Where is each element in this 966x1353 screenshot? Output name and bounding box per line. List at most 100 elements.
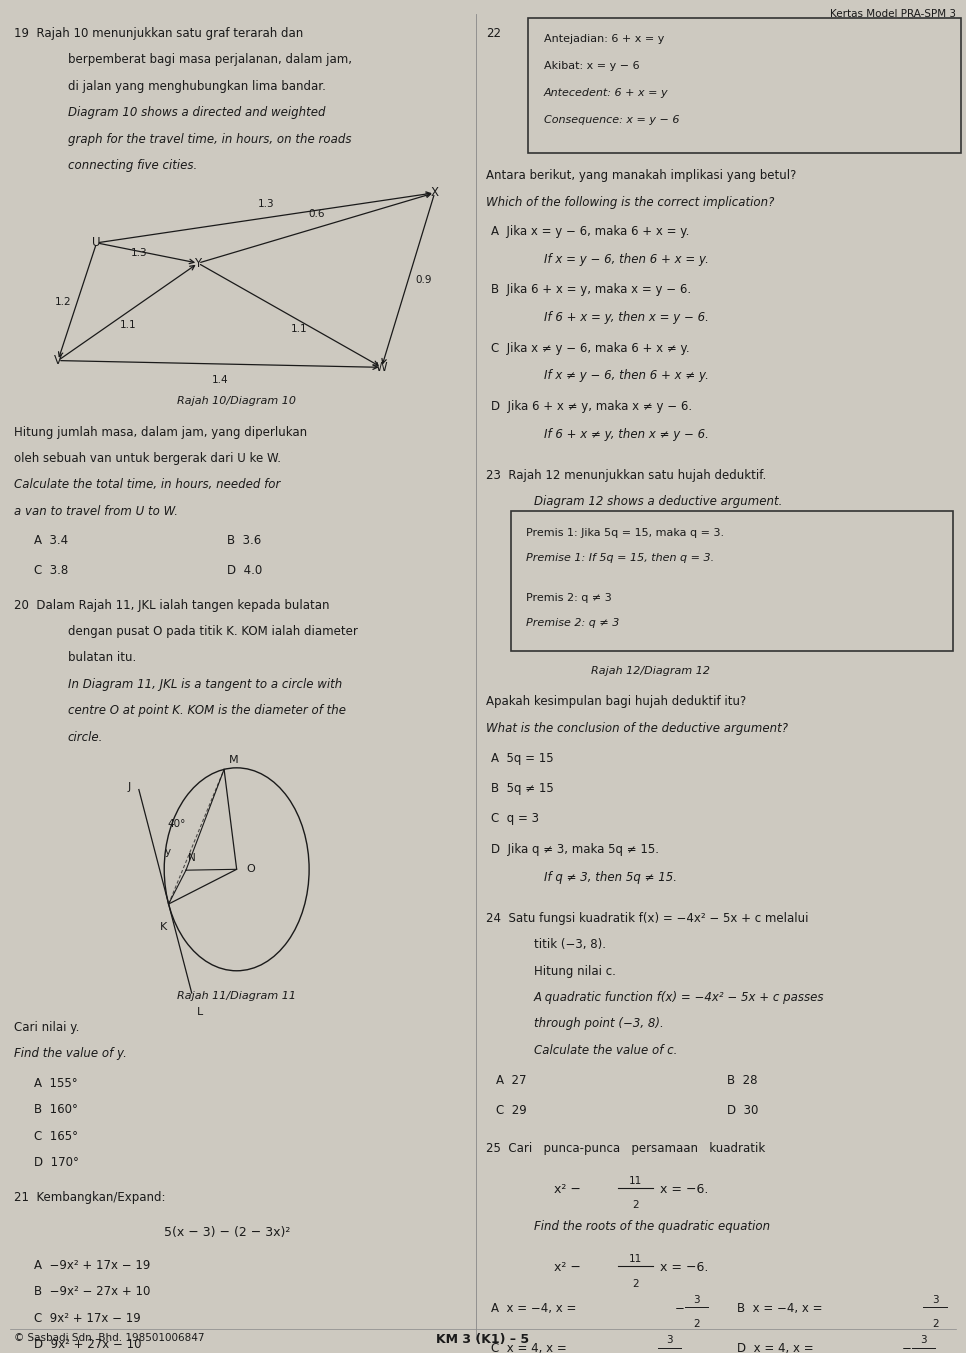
Text: J: J (128, 782, 131, 792)
Text: Calculate the value of c.: Calculate the value of c. (534, 1043, 677, 1057)
Text: 2: 2 (633, 1200, 639, 1210)
Text: 23  Rajah 12 menunjukkan satu hujah deduktif.: 23 Rajah 12 menunjukkan satu hujah deduk… (486, 468, 766, 482)
Text: U: U (93, 237, 100, 249)
Text: x² −: x² − (554, 1183, 581, 1196)
Text: 11: 11 (629, 1176, 642, 1185)
Text: D  x = 4, x =: D x = 4, x = (737, 1342, 813, 1353)
Text: Premise 2: q ≠ 3: Premise 2: q ≠ 3 (526, 618, 620, 628)
Text: bulatan itu.: bulatan itu. (68, 651, 136, 664)
Text: Rajah 10/Diagram 10: Rajah 10/Diagram 10 (177, 395, 297, 406)
Text: x = −6.: x = −6. (660, 1183, 708, 1196)
Text: titik (−3, 8).: titik (−3, 8). (534, 938, 606, 951)
Text: C  q = 3: C q = 3 (491, 812, 539, 825)
Text: C  29: C 29 (496, 1104, 526, 1118)
Text: C  x = 4, x =: C x = 4, x = (491, 1342, 566, 1353)
Text: 19  Rajah 10 menunjukkan satu graf terarah dan: 19 Rajah 10 menunjukkan satu graf terara… (14, 27, 303, 41)
Text: D  Jika q ≠ 3, maka 5q ≠ 15.: D Jika q ≠ 3, maka 5q ≠ 15. (491, 843, 659, 856)
Text: What is the conclusion of the deductive argument?: What is the conclusion of the deductive … (486, 721, 788, 735)
Text: If q ≠ 3, then 5q ≠ 15.: If q ≠ 3, then 5q ≠ 15. (544, 870, 677, 884)
Text: B  3.6: B 3.6 (227, 534, 261, 548)
Text: dengan pusat O pada titik K. KOM ialah diameter: dengan pusat O pada titik K. KOM ialah d… (68, 625, 357, 639)
Text: O: O (246, 865, 255, 874)
Text: 3: 3 (694, 1295, 699, 1304)
Text: 25  Cari   punca-punca   persamaan   kuadratik: 25 Cari punca-punca persamaan kuadratik (486, 1142, 765, 1155)
Text: 22: 22 (486, 27, 501, 41)
Text: Calculate the total time, in hours, needed for: Calculate the total time, in hours, need… (14, 478, 281, 491)
Text: Kertas Model PRA-SPM 3: Kertas Model PRA-SPM 3 (831, 9, 956, 19)
Text: through point (−3, 8).: through point (−3, 8). (534, 1017, 664, 1031)
Text: x² −: x² − (554, 1261, 581, 1275)
Text: Diagram 10 shows a directed and weighted: Diagram 10 shows a directed and weighted (68, 106, 326, 119)
Text: Premis 1: Jika 5q = 15, maka q = 3.: Premis 1: Jika 5q = 15, maka q = 3. (526, 528, 724, 537)
Text: 24  Satu fungsi kuadratik f(x) = −4x² − 5x + c melalui: 24 Satu fungsi kuadratik f(x) = −4x² − 5… (486, 912, 809, 925)
Text: D  Jika 6 + x ≠ y, maka x ≠ y − 6.: D Jika 6 + x ≠ y, maka x ≠ y − 6. (491, 399, 692, 413)
Text: Hitung jumlah masa, dalam jam, yang diperlukan: Hitung jumlah masa, dalam jam, yang dipe… (14, 425, 307, 438)
Text: B  160°: B 160° (34, 1103, 77, 1116)
Text: graph for the travel time, in hours, on the roads: graph for the travel time, in hours, on … (68, 133, 351, 146)
Text: D  4.0: D 4.0 (227, 563, 262, 576)
Text: 0.9: 0.9 (415, 275, 432, 285)
Text: B  −9x² − 27x + 10: B −9x² − 27x + 10 (34, 1285, 150, 1299)
Text: M: M (229, 755, 239, 766)
Text: Akibat: x = y − 6: Akibat: x = y − 6 (544, 61, 639, 70)
Text: 3: 3 (921, 1335, 926, 1345)
Text: circle.: circle. (68, 731, 103, 744)
Text: 1.2: 1.2 (54, 296, 71, 307)
Text: Find the roots of the quadratic equation: Find the roots of the quadratic equation (534, 1220, 770, 1234)
Text: −: − (674, 1302, 684, 1315)
Text: A  3.4: A 3.4 (34, 534, 68, 548)
Text: N: N (188, 854, 196, 863)
Text: connecting five cities.: connecting five cities. (68, 158, 197, 172)
Text: 11: 11 (629, 1254, 642, 1264)
Text: W: W (376, 361, 387, 373)
Text: Y: Y (194, 257, 202, 269)
Text: 1.1: 1.1 (120, 321, 136, 330)
Text: V: V (54, 354, 62, 367)
Text: B  5q ≠ 15: B 5q ≠ 15 (491, 782, 554, 796)
Text: 1.3: 1.3 (257, 199, 274, 210)
Text: 0.6: 0.6 (308, 210, 325, 219)
Text: Premis 2: q ≠ 3: Premis 2: q ≠ 3 (526, 593, 612, 602)
Text: Antejadian: 6 + x = y: Antejadian: 6 + x = y (544, 34, 665, 43)
Text: oleh sebuah van untuk bergerak dari U ke W.: oleh sebuah van untuk bergerak dari U ke… (14, 452, 281, 465)
Text: A quadratic function f(x) = −4x² − 5x + c passes: A quadratic function f(x) = −4x² − 5x + … (534, 990, 824, 1004)
Text: berpemberat bagi masa perjalanan, dalam jam,: berpemberat bagi masa perjalanan, dalam … (68, 54, 352, 66)
Text: centre O at point K. KOM is the diameter of the: centre O at point K. KOM is the diameter… (68, 704, 346, 717)
Text: C  9x² + 17x − 19: C 9x² + 17x − 19 (34, 1311, 141, 1325)
Text: 20  Dalam Rajah 11, JKL ialah tangen kepada bulatan: 20 Dalam Rajah 11, JKL ialah tangen kepa… (14, 598, 330, 612)
Text: 2: 2 (633, 1279, 639, 1288)
Text: A  −9x² + 17x − 19: A −9x² + 17x − 19 (34, 1258, 150, 1272)
Text: Antara berikut, yang manakah implikasi yang betul?: Antara berikut, yang manakah implikasi y… (486, 169, 796, 183)
Text: D  170°: D 170° (34, 1155, 78, 1169)
Text: X: X (431, 187, 439, 199)
Text: A  5q = 15: A 5q = 15 (491, 751, 554, 764)
Text: 1.4: 1.4 (212, 375, 228, 386)
Text: D  30: D 30 (727, 1104, 758, 1118)
Text: If 6 + x = y, then x = y − 6.: If 6 + x = y, then x = y − 6. (544, 311, 709, 325)
FancyBboxPatch shape (511, 511, 953, 651)
Text: Which of the following is the correct implication?: Which of the following is the correct im… (486, 195, 775, 208)
FancyBboxPatch shape (528, 18, 961, 153)
Text: C  3.8: C 3.8 (34, 563, 68, 576)
Text: y: y (164, 847, 171, 856)
Text: A  155°: A 155° (34, 1077, 77, 1091)
Text: L: L (196, 1007, 203, 1016)
Text: Diagram 12 shows a deductive argument.: Diagram 12 shows a deductive argument. (534, 495, 782, 509)
Text: If x ≠ y − 6, then 6 + x ≠ y.: If x ≠ y − 6, then 6 + x ≠ y. (544, 369, 709, 383)
Text: 21  Kembangkan/Expand:: 21 Kembangkan/Expand: (14, 1191, 166, 1204)
Text: B  28: B 28 (727, 1073, 758, 1086)
Text: 40°: 40° (168, 820, 186, 829)
Text: Hitung nilai c.: Hitung nilai c. (534, 965, 615, 978)
Text: Apakah kesimpulan bagi hujah deduktif itu?: Apakah kesimpulan bagi hujah deduktif it… (486, 695, 746, 709)
Text: Antecedent: 6 + x = y: Antecedent: 6 + x = y (544, 88, 668, 97)
Text: C  Jika x ≠ y − 6, maka 6 + x ≠ y.: C Jika x ≠ y − 6, maka 6 + x ≠ y. (491, 341, 690, 354)
Text: B  x = −4, x =: B x = −4, x = (737, 1302, 823, 1315)
Text: Rajah 11/Diagram 11: Rajah 11/Diagram 11 (177, 990, 297, 1001)
Text: C  165°: C 165° (34, 1130, 78, 1143)
Text: D  9x² + 27x − 10: D 9x² + 27x − 10 (34, 1338, 141, 1352)
Text: A  Jika x = y − 6, maka 6 + x = y.: A Jika x = y − 6, maka 6 + x = y. (491, 225, 689, 238)
Text: di jalan yang menghubungkan lima bandar.: di jalan yang menghubungkan lima bandar. (68, 80, 326, 93)
Text: 1.3: 1.3 (131, 248, 148, 258)
Text: A  27: A 27 (496, 1073, 526, 1086)
Text: 3: 3 (932, 1295, 938, 1304)
